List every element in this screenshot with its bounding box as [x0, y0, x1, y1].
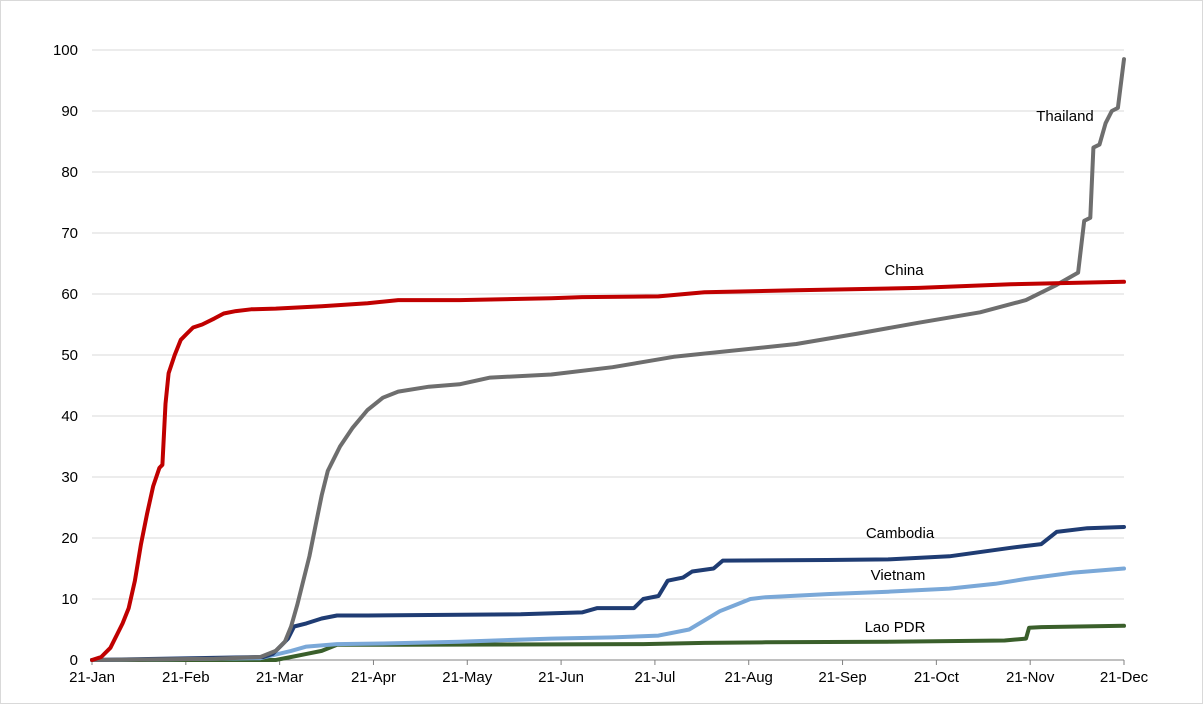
y-tick-label: 90 — [61, 103, 78, 120]
y-tick-label: 100 — [53, 42, 78, 59]
x-tick-label: 21-Jan — [69, 669, 115, 686]
y-tick-label: 50 — [61, 347, 78, 364]
x-tick-label: 21-Jun — [538, 669, 584, 686]
x-tick-label: 21-Feb — [162, 669, 210, 686]
y-tick-label: 0 — [70, 652, 78, 669]
series-label-thailand: Thailand — [1036, 108, 1094, 125]
series-label-vietnam: Vietnam — [871, 567, 926, 584]
y-tick-label: 20 — [61, 530, 78, 547]
series-label-china: China — [884, 262, 924, 279]
y-tick-label: 70 — [61, 225, 78, 242]
x-tick-label: 21-Aug — [725, 669, 773, 686]
x-axis: 21-Jan 21-Feb 21-Mar 21-Apr 21-May 21-Jun 21-J… — [69, 660, 1149, 686]
series-line-cambodia — [90, 525, 1126, 662]
series-label-lao-pdr: Lao PDR — [865, 619, 926, 636]
x-tick-label: 21-Oct — [914, 669, 960, 686]
y-tick-label: 40 — [61, 408, 78, 425]
y-tick-label: 30 — [61, 469, 78, 486]
series-line-china — [90, 279, 1126, 662]
series-labels: China Thailand Cambodia Vietnam Lao PDR — [865, 108, 1094, 636]
x-tick-label: 21-Dec — [1100, 669, 1149, 686]
gridlines — [92, 49, 1124, 661]
x-tick-label: 21-Mar — [256, 669, 304, 686]
y-axis-ticks: 0 10 20 30 40 50 60 70 80 90 100 — [53, 42, 78, 669]
x-tick-label: 21-Nov — [1006, 669, 1055, 686]
y-tick-label: 60 — [61, 286, 78, 303]
y-tick-label: 80 — [61, 164, 78, 181]
x-tick-label: 21-Jul — [634, 669, 675, 686]
x-tick-label: 21-May — [442, 669, 493, 686]
series-line-thailand — [90, 57, 1126, 662]
series-label-cambodia: Cambodia — [866, 525, 935, 542]
series-line-vietnam — [90, 566, 1126, 662]
series-line-lao-pdr — [90, 623, 1126, 662]
series-lines — [90, 57, 1126, 662]
x-tick-label: 21-Sep — [818, 669, 866, 686]
y-tick-label: 10 — [61, 591, 78, 608]
x-tick-label: 21-Apr — [351, 669, 396, 686]
